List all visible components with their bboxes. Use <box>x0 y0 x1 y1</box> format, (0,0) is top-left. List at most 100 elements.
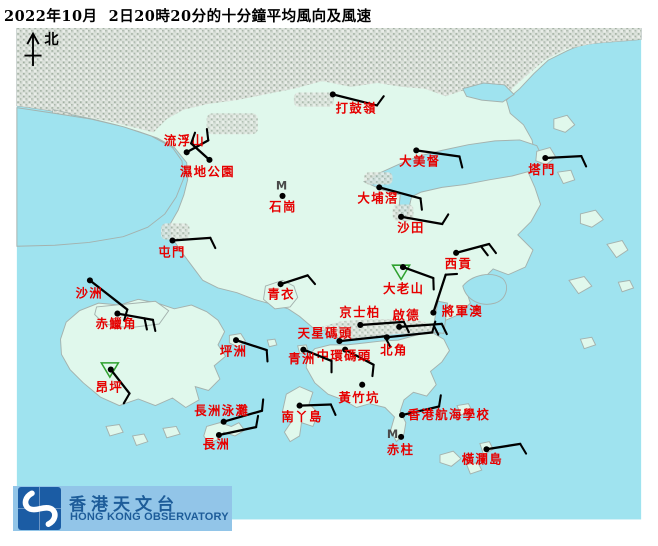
water-deep-bay <box>16 107 185 247</box>
islet-kau-yi <box>266 338 278 348</box>
islands <box>60 114 635 475</box>
wind-barb-shaft <box>88 279 129 311</box>
station-label: 南丫島 <box>282 409 323 424</box>
wind-barb-shaft <box>385 331 434 339</box>
station-label: 西貢 <box>445 256 473 271</box>
station-dot <box>336 338 343 345</box>
station-dot <box>279 192 286 199</box>
station-label: 屯門 <box>158 245 186 260</box>
station-label: 長洲泳灘 <box>194 403 249 418</box>
station-label: 青洲 <box>288 351 316 366</box>
station-label: 大美督 <box>399 154 440 169</box>
island-airport <box>94 300 170 329</box>
station-label: 黃竹坑 <box>337 390 379 405</box>
station-dot <box>376 184 383 191</box>
wind-barb-feather <box>479 245 489 257</box>
station-dot <box>220 418 227 425</box>
island-lantau <box>60 298 227 409</box>
island-lamma <box>281 386 320 443</box>
station-wong-chuk-hang: 黃竹坑 <box>337 381 379 405</box>
station-lamma-island: 南丫島 <box>282 402 337 424</box>
water-junk-bay <box>431 300 449 335</box>
station-dot <box>430 309 437 316</box>
station-label: 香港航海學校 <box>407 407 491 422</box>
station-dot <box>329 91 336 98</box>
wind-barb-feather <box>519 442 528 455</box>
islet-ne-1 <box>553 114 576 133</box>
urban-fanling <box>293 92 334 107</box>
station-tsing-yi: 青衣 <box>267 274 317 301</box>
station-dot <box>215 431 222 439</box>
wind-barb-feather <box>488 242 498 255</box>
wind-barb-feather <box>306 274 317 286</box>
wind-barb-shaft <box>302 348 333 363</box>
station-sha-chau: 沙洲 <box>76 277 129 322</box>
islet-ne-2 <box>556 169 576 185</box>
wind-barb-shaft <box>432 273 447 314</box>
station-label: 赤鱲角 <box>96 316 137 331</box>
urban-shenzhen <box>16 28 642 133</box>
station-sha-tin: 沙田 <box>397 213 450 235</box>
station-label: 塔門 <box>528 162 556 177</box>
station-dot <box>357 321 364 328</box>
station-tai-po-kau: 大埔滘 <box>357 184 423 211</box>
station-label: 流浮山 <box>164 133 205 148</box>
wind-barb-shaft <box>189 142 211 162</box>
island-tsing-yi <box>263 279 299 310</box>
station-dot <box>232 337 240 344</box>
station-label: 坪洲 <box>220 343 248 358</box>
station-label: 沙洲 <box>76 286 104 301</box>
station-dot <box>399 264 407 271</box>
station-dot <box>169 237 176 244</box>
islet-beaufort <box>465 461 483 475</box>
wind-barb-shaft <box>217 425 258 437</box>
wind-barb-feather <box>143 317 148 331</box>
station-green-island: 青洲 <box>288 346 333 374</box>
wind-barb-shaft <box>343 348 375 366</box>
station-label: 石崗 <box>268 199 297 214</box>
hko-logo-chinese: 香港天文台 <box>69 495 179 515</box>
wind-barb-shaft <box>279 274 309 286</box>
station-label: 京士柏 <box>339 305 380 320</box>
station-chek-lap-kok: 赤鱲角 <box>96 310 157 333</box>
station-dot <box>206 156 213 163</box>
station-label: 將軍澳 <box>442 304 483 319</box>
station-tates-cairn: 大老山 <box>383 264 435 296</box>
station-shek-kong: M 石崗 <box>268 179 297 215</box>
wind-barb-feather <box>444 272 459 276</box>
station-dot <box>359 381 366 388</box>
station-dot <box>383 334 390 341</box>
islet-e-3 <box>568 276 593 295</box>
wind-barb-shaft <box>415 149 461 158</box>
wind-barb-shaft <box>234 338 268 352</box>
station-dot <box>342 346 349 353</box>
water-starling-inlet <box>462 82 515 103</box>
station-label: 濕地公園 <box>180 164 235 179</box>
station-label: 青衣 <box>267 286 295 301</box>
station-label: 大埔滘 <box>357 191 398 206</box>
station-label: 沙田 <box>397 220 425 235</box>
page-title: 2022年10月 2日20時20分的十分鐘平均風向及風速 <box>4 8 372 25</box>
islet-tung-lung <box>456 403 473 416</box>
wind-barb-shaft <box>298 403 333 407</box>
islet-shek-kwu <box>162 425 181 439</box>
wind-barb-feather <box>375 95 385 107</box>
station-tuen-mun: 屯門 <box>158 236 217 260</box>
missing-data-marker: M <box>276 179 287 193</box>
station-cheung-chau: 長洲 <box>203 414 260 451</box>
wind-barb-feather <box>329 403 337 416</box>
station-dot <box>114 310 121 317</box>
hko-logo-english: HONG KONG OBSERVATORY <box>70 511 229 523</box>
station-waglan-island: 橫瀾島 <box>462 442 528 467</box>
hong-kong-map: 北 流浮山 濕地公園 打鼓嶺 大美督 塔門 大埔滘 M 石崗 沙田 屯門 西貢 沙洲 赤鱲角 大老山 青衣京… <box>0 27 658 546</box>
wind-barb-feather <box>431 320 437 334</box>
urban-tai-po <box>364 172 393 185</box>
wind-barb-feather <box>265 349 269 363</box>
station-dot <box>396 323 403 330</box>
station-ngong-ping: 昂坪 <box>96 362 131 405</box>
islet-soko-2 <box>131 433 149 447</box>
urban-tuen-mun <box>161 223 190 240</box>
